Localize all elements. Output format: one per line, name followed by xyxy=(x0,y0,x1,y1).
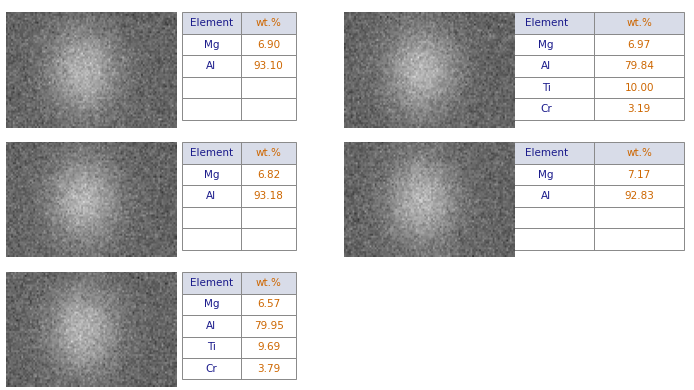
Bar xyxy=(182,337,296,358)
Text: Mg: Mg xyxy=(539,40,554,50)
Bar xyxy=(182,164,296,185)
Bar xyxy=(498,228,684,250)
Text: Element: Element xyxy=(525,18,568,28)
Text: Mg: Mg xyxy=(203,170,219,179)
Text: 93.18: 93.18 xyxy=(253,191,284,201)
Text: wt.%: wt.% xyxy=(255,18,282,28)
Text: Element: Element xyxy=(189,278,233,288)
Text: 79.84: 79.84 xyxy=(624,61,654,71)
Text: 3.19: 3.19 xyxy=(627,104,651,114)
Text: wt.%: wt.% xyxy=(626,148,652,158)
Bar xyxy=(498,12,684,34)
Bar xyxy=(498,34,684,55)
Text: 7.17: 7.17 xyxy=(627,170,651,179)
Text: 3.79: 3.79 xyxy=(257,364,280,374)
Text: 6.82: 6.82 xyxy=(257,170,280,179)
Text: Al: Al xyxy=(206,61,217,71)
Text: Al: Al xyxy=(206,191,217,201)
Bar xyxy=(498,77,684,98)
Text: 93.10: 93.10 xyxy=(254,61,283,71)
Text: Cr: Cr xyxy=(541,104,552,114)
Bar xyxy=(498,55,684,77)
Text: Ti: Ti xyxy=(207,342,216,352)
Text: 6.57: 6.57 xyxy=(257,300,280,309)
Bar xyxy=(182,55,296,77)
Bar xyxy=(182,34,296,55)
Text: Element: Element xyxy=(525,148,568,158)
Bar xyxy=(182,358,296,379)
Text: 9.69: 9.69 xyxy=(257,342,280,352)
Text: wt.%: wt.% xyxy=(626,18,652,28)
Text: 10.00: 10.00 xyxy=(625,83,654,92)
Text: Al: Al xyxy=(206,321,217,331)
Text: Ti: Ti xyxy=(542,83,550,92)
Bar xyxy=(498,164,684,185)
Bar xyxy=(498,98,684,120)
Text: wt.%: wt.% xyxy=(255,278,282,288)
Bar xyxy=(182,228,296,250)
Text: Element: Element xyxy=(189,18,233,28)
Bar xyxy=(182,98,296,120)
Text: Al: Al xyxy=(541,61,551,71)
Text: wt.%: wt.% xyxy=(255,148,282,158)
Bar xyxy=(182,142,296,164)
Bar xyxy=(182,185,296,207)
Bar xyxy=(182,207,296,228)
Text: 79.95: 79.95 xyxy=(253,321,284,331)
Bar xyxy=(182,12,296,34)
Text: 6.90: 6.90 xyxy=(257,40,280,50)
Text: 92.83: 92.83 xyxy=(624,191,654,201)
Bar xyxy=(498,142,684,164)
Text: 6.97: 6.97 xyxy=(627,40,651,50)
Text: Mg: Mg xyxy=(203,300,219,309)
Text: Al: Al xyxy=(541,191,551,201)
Bar xyxy=(182,315,296,337)
Text: Mg: Mg xyxy=(203,40,219,50)
Bar xyxy=(182,272,296,294)
Bar xyxy=(182,77,296,98)
Bar xyxy=(182,294,296,315)
Text: Element: Element xyxy=(189,148,233,158)
Bar xyxy=(498,185,684,207)
Text: Cr: Cr xyxy=(205,364,217,374)
Text: Mg: Mg xyxy=(539,170,554,179)
Bar xyxy=(498,207,684,228)
